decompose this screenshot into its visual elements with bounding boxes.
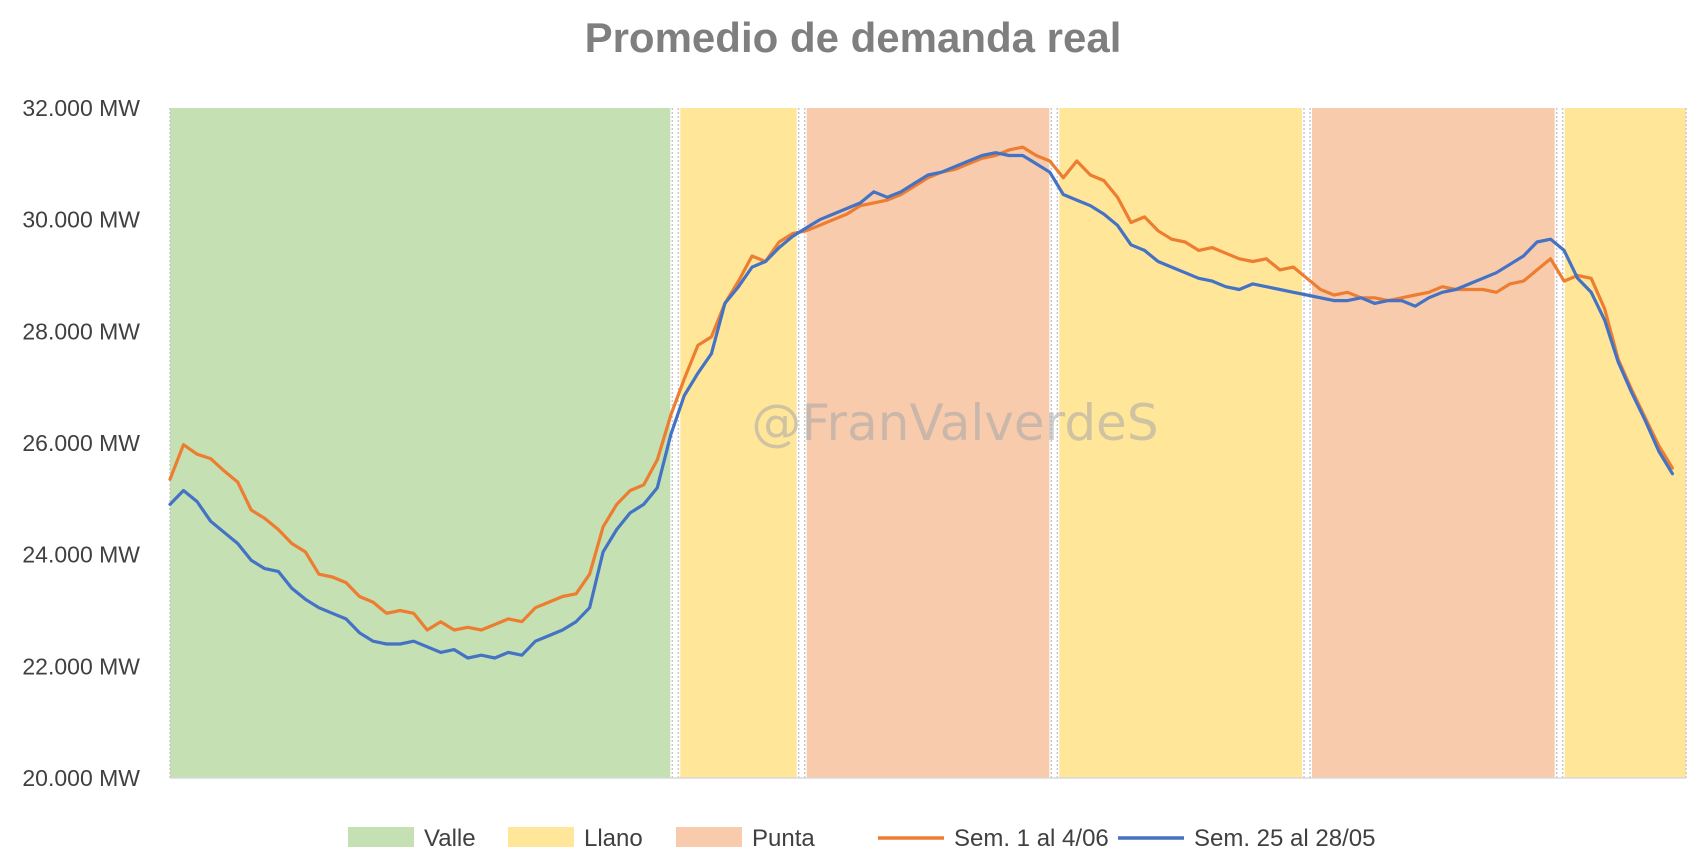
band-separator xyxy=(1302,108,1312,778)
legend-swatch-llano xyxy=(508,827,574,847)
band-separator xyxy=(1554,108,1565,778)
legend-label: Sem. 25 al 28/05 xyxy=(1194,825,1375,852)
series-layer xyxy=(168,145,1675,660)
band-separator xyxy=(670,108,681,778)
band-valle-0 xyxy=(170,108,676,778)
chart-title: Promedio de demanda real xyxy=(584,14,1122,61)
series-line-1 xyxy=(168,151,1675,660)
y-tick-label: 30.000 MW xyxy=(22,207,140,233)
legend-label: Sem. 1 al 4/06 xyxy=(954,825,1109,852)
legend-label: Valle xyxy=(424,825,476,852)
y-tick-label: 24.000 MW xyxy=(22,542,140,568)
band-llano-5 xyxy=(1559,108,1686,778)
y-tick-label: 28.000 MW xyxy=(22,318,140,344)
watermark: @FranValverdeS xyxy=(751,394,1158,452)
y-axis: 32.000 MW 30.000 MW 28.000 MW 26.000 MW 24.0… xyxy=(22,95,1686,791)
y-tick-label: 26.000 MW xyxy=(22,430,140,456)
band-llano-3 xyxy=(1054,108,1307,778)
legend-label: Punta xyxy=(752,825,815,852)
legend-label: Llano xyxy=(584,825,643,852)
band-punta-4 xyxy=(1307,108,1560,778)
band-separator xyxy=(1049,108,1060,778)
legend-swatch-valle xyxy=(348,827,414,847)
band-punta-2 xyxy=(801,108,1055,778)
series-line-0 xyxy=(168,145,1675,632)
y-tick-label: 22.000 MW xyxy=(22,653,140,679)
legend: Valle Llano Punta Sem. 1 al 4/06 Sem. 25 al … xyxy=(348,825,1375,852)
y-tick-label: 20.000 MW xyxy=(22,765,140,791)
band-llano-1 xyxy=(675,108,802,778)
band-separator xyxy=(796,108,807,778)
legend-swatch-punta xyxy=(676,827,742,847)
bands-layer xyxy=(169,108,1687,778)
y-tick-label: 32.000 MW xyxy=(22,95,140,121)
